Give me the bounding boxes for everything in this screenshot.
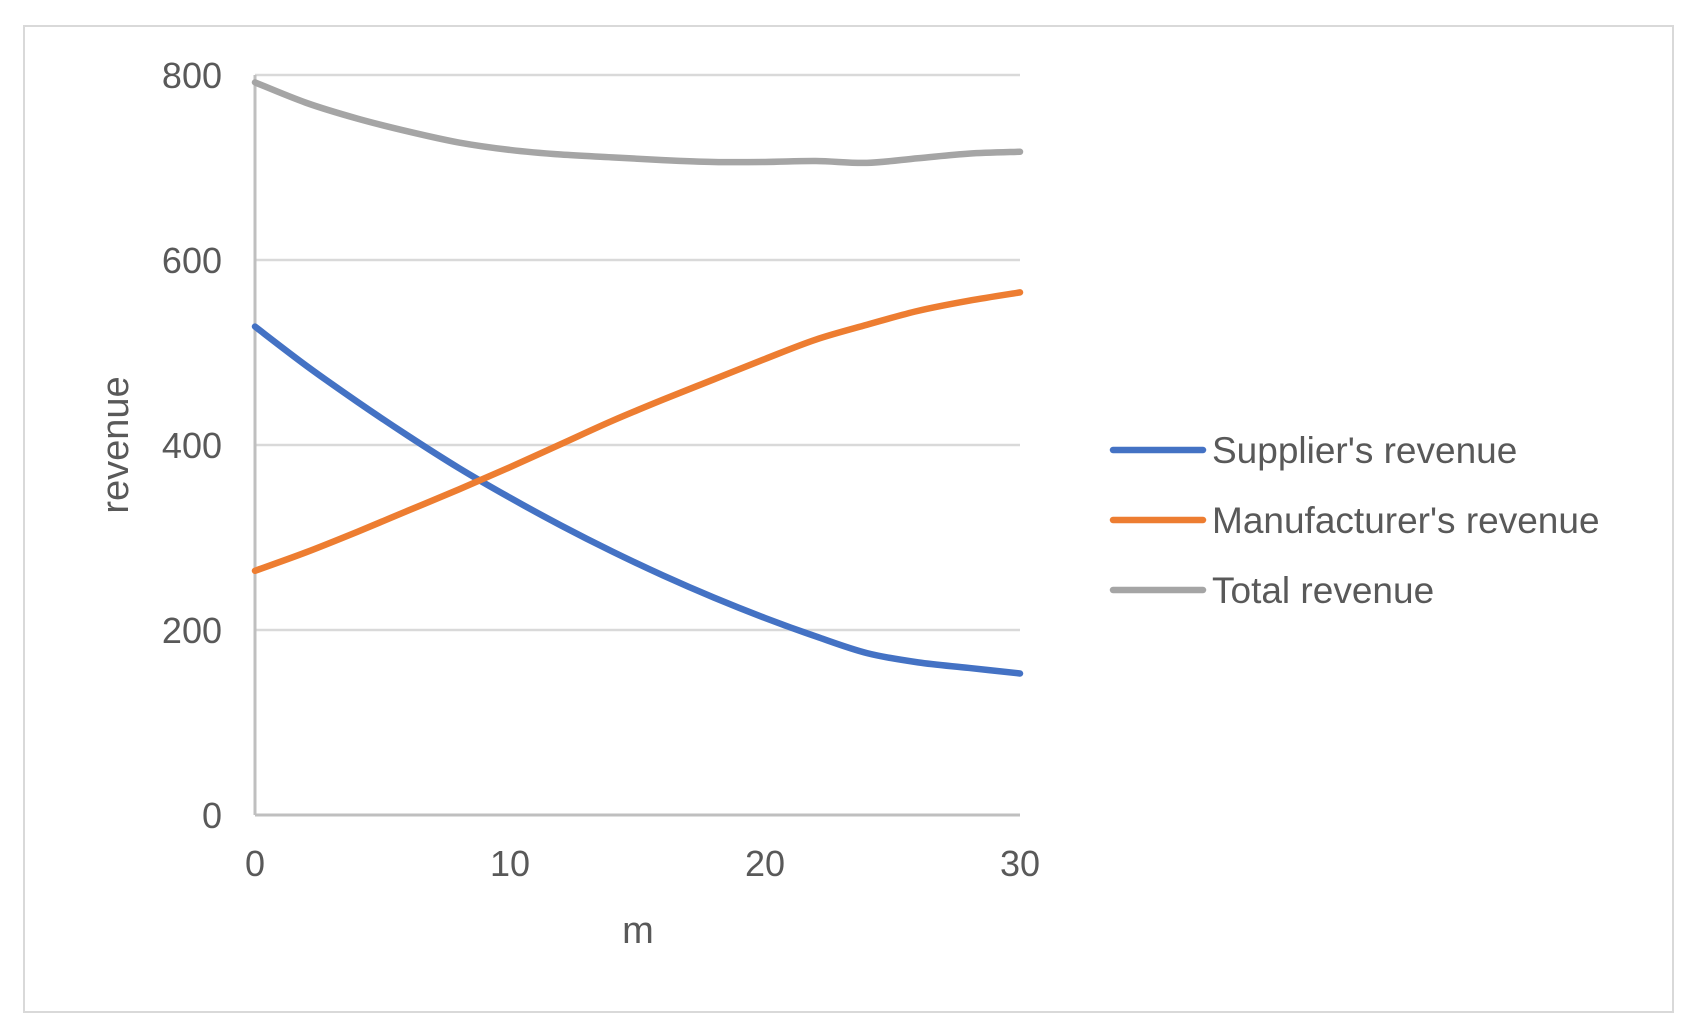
y-tick-label: 0 (202, 795, 222, 836)
series-line-manufacturer-s-revenue (251, 289, 1024, 575)
x-tick-label: 30 (1000, 843, 1040, 884)
series-line-total-revenue (251, 79, 1024, 167)
x-tick-label: 10 (490, 843, 530, 884)
legend-item-manufacturer-s-revenue[interactable]: Manufacturer's revenue (1109, 500, 1600, 541)
y-tick-label: 400 (162, 425, 222, 466)
x-axis-tick-labels: 0 10 20 30 (245, 843, 1040, 884)
gridlines (255, 73, 1020, 632)
x-axis-title: m (622, 910, 654, 952)
y-tick-label: 800 (162, 55, 222, 96)
legend: Supplier's revenue Manufacturer's revenue… (1109, 430, 1600, 611)
legend-label: Total revenue (1212, 570, 1434, 611)
x-tick-label: 0 (245, 843, 265, 884)
legend-item-total-revenue[interactable]: Total revenue (1109, 570, 1434, 611)
legend-label: Manufacturer's revenue (1212, 500, 1600, 541)
axes (253, 75, 1020, 817)
data-series (251, 79, 1024, 677)
chart-area (23, 25, 1674, 1013)
y-tick-label: 600 (162, 240, 222, 281)
y-axis-title: revenue (95, 376, 137, 513)
legend-label: Supplier's revenue (1212, 430, 1517, 471)
series-line-supplier-s-revenue (251, 323, 1024, 677)
y-tick-label: 200 (162, 610, 222, 651)
x-tick-label: 20 (745, 843, 785, 884)
legend-item-supplier-s-revenue[interactable]: Supplier's revenue (1109, 430, 1517, 471)
y-axis-tick-labels: 0 200 400 600 800 (162, 55, 222, 836)
